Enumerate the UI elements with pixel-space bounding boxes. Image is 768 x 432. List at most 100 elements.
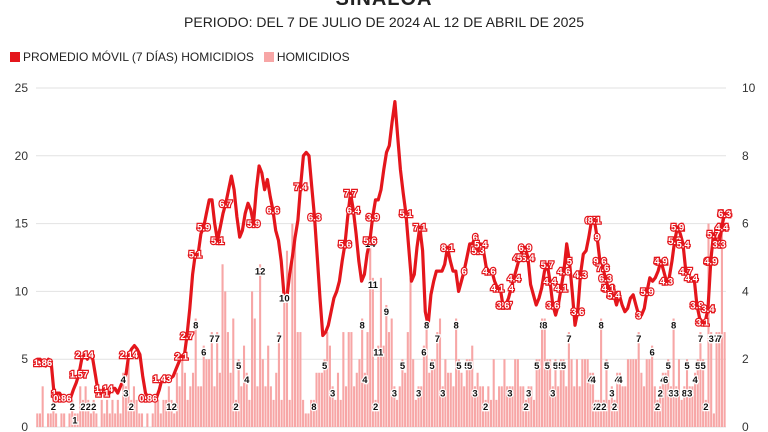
bar	[293, 237, 297, 427]
bar	[194, 318, 197, 427]
bar	[583, 359, 587, 427]
line-value-label: 3.3	[712, 239, 725, 250]
bar	[393, 386, 396, 427]
bar-value-label: 7	[566, 334, 571, 345]
bar-value-label: 2	[601, 402, 606, 413]
bar	[345, 386, 348, 427]
bar	[95, 413, 98, 427]
line-value-label: 5.9	[671, 222, 684, 233]
bar	[565, 386, 568, 427]
line-value-label: 4.3	[574, 270, 587, 281]
bar	[283, 291, 286, 427]
legend-item-homicides: HOMICIDIOS	[263, 50, 350, 64]
line-value-label: 4.6	[482, 267, 495, 278]
bar-value-label: 3	[687, 388, 692, 399]
bar-value-label: 3	[709, 334, 714, 345]
bar-value-label: 8	[682, 388, 687, 399]
bar	[489, 399, 493, 427]
line-value-label: 4.9	[654, 256, 667, 267]
line-value-label: 4.1	[491, 284, 505, 295]
bar	[683, 386, 686, 427]
bar	[216, 332, 219, 427]
bar	[430, 359, 434, 427]
bar	[417, 386, 420, 427]
bar	[87, 399, 90, 427]
bar	[41, 386, 44, 427]
bar	[116, 399, 119, 427]
bar	[516, 359, 519, 427]
bar	[398, 386, 401, 427]
bar	[656, 399, 659, 427]
bar	[240, 386, 243, 427]
bar	[463, 386, 466, 427]
bar-value-label: 3	[687, 388, 692, 399]
bar	[694, 372, 697, 427]
bar-value-label: 2	[523, 402, 528, 413]
bar	[484, 399, 487, 427]
bar-value-label: 9	[384, 307, 389, 318]
bar	[280, 399, 283, 427]
legend-item-average: PROMEDIO MÓVIL (7 DÍAS) HOMICIDIOS	[10, 50, 254, 64]
bar	[414, 399, 417, 427]
bar-value-label: 12	[166, 402, 177, 413]
bar	[264, 386, 267, 427]
line-value-label: 3.9	[704, 256, 717, 267]
bar	[468, 359, 471, 427]
bar	[157, 399, 160, 427]
bar	[487, 386, 490, 427]
bar	[253, 318, 256, 427]
bar-value-label: 2	[596, 402, 601, 413]
bar-value-label: 5	[456, 361, 462, 372]
bar	[546, 359, 549, 427]
line-value-label: 2.7	[180, 331, 193, 342]
bar-value-label: 4	[244, 375, 250, 386]
bar	[275, 372, 278, 427]
bar-value-label: 14	[365, 239, 376, 250]
legend-label-homicides: HOMICIDIOS	[276, 50, 350, 64]
bar	[527, 386, 530, 427]
bar	[385, 304, 388, 427]
bar	[79, 386, 82, 427]
line-value-label: 4.1	[555, 284, 569, 295]
bar	[92, 399, 95, 427]
bar	[592, 372, 595, 427]
bar	[396, 399, 399, 427]
bar	[621, 386, 624, 427]
bar-value-label: 2	[483, 402, 488, 413]
bar	[140, 413, 144, 427]
bar-value-label: 8	[193, 321, 198, 332]
bar-value-label: 2	[51, 402, 56, 413]
bar	[181, 359, 184, 427]
line-value-label: 4.7	[679, 267, 692, 278]
line-value-label: 6.3	[718, 209, 731, 220]
y-left-tick-label: 5	[21, 352, 28, 366]
bar-value-label: 2	[91, 402, 96, 413]
bar-value-label: 5	[684, 361, 690, 372]
line-value-label: 6.9	[518, 243, 531, 254]
line-value-label: 4.6	[704, 256, 717, 267]
bar	[299, 332, 302, 427]
bar	[200, 386, 203, 427]
bar-value-label: 2	[593, 402, 598, 413]
bar	[457, 359, 460, 427]
bar-value-label: 3	[472, 388, 477, 399]
bar	[55, 413, 58, 427]
line-value-label: 1.14	[95, 384, 114, 395]
bar	[226, 332, 229, 427]
line-value-label: 5.6	[338, 239, 351, 250]
bar-value-label: 2	[70, 402, 75, 413]
bar	[540, 318, 544, 427]
line-value-label: 5.9	[247, 219, 260, 230]
bar	[183, 372, 187, 427]
bar	[114, 413, 117, 427]
bar-value-label: 12	[255, 266, 266, 277]
legend-swatch-average	[10, 52, 20, 62]
bar-value-label: 4	[588, 375, 594, 386]
bar	[433, 359, 436, 427]
bar	[404, 372, 407, 427]
bar-value-label: 3	[392, 388, 397, 399]
line-value-label: 4.4	[543, 277, 557, 288]
bar	[618, 372, 621, 427]
bar	[589, 372, 592, 427]
bar	[334, 399, 337, 427]
